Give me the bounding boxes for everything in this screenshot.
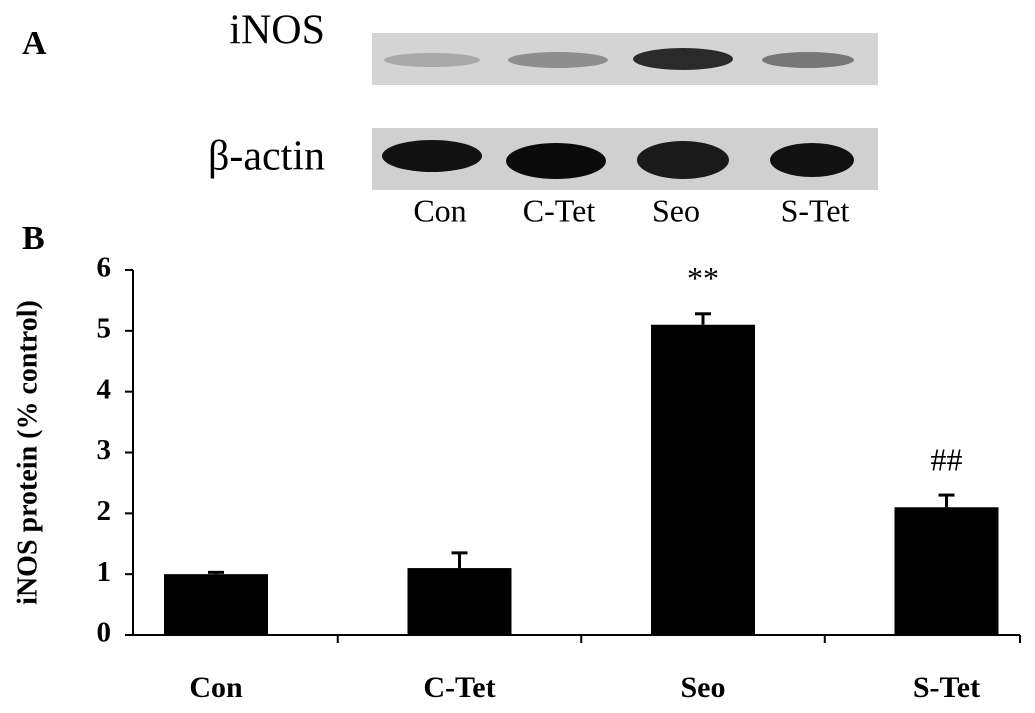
- bar: [651, 324, 755, 635]
- panel-label: B: [22, 220, 45, 257]
- x-tick-label: Seo: [681, 671, 726, 704]
- x-tick-label: Con: [189, 671, 243, 704]
- band: [637, 141, 729, 179]
- lane-label: S-Tet: [781, 192, 850, 228]
- y-axis-label: iNOS protein (% control): [12, 300, 43, 605]
- band: [508, 52, 608, 68]
- x-tick-label: C-Tet: [423, 671, 495, 704]
- y-tick-label: 5: [97, 312, 112, 344]
- y-tick-label: 4: [97, 373, 112, 405]
- bar: [164, 574, 268, 635]
- blot-inos: [372, 33, 878, 85]
- lane-label: C-Tet: [523, 192, 596, 228]
- blot-actin: [372, 128, 878, 190]
- bar: [894, 507, 999, 635]
- blot-row-label: iNOS: [229, 8, 325, 54]
- y-tick-label: 6: [97, 252, 112, 284]
- band: [506, 143, 606, 179]
- bar: [407, 568, 512, 635]
- y-tick-label: 1: [97, 556, 112, 588]
- significance-mark: **: [687, 260, 719, 296]
- band: [384, 53, 480, 67]
- y-tick-label: 0: [97, 617, 112, 649]
- y-tick-label: 3: [97, 434, 112, 466]
- x-tick-label: S-Tet: [913, 671, 980, 704]
- significance-mark: ##: [931, 441, 963, 477]
- lane-label: Seo: [652, 192, 700, 228]
- band: [633, 48, 733, 70]
- band: [762, 52, 854, 68]
- blot-row-label: β-actin: [208, 134, 325, 180]
- band: [382, 140, 482, 172]
- y-tick-label: 2: [97, 495, 112, 527]
- lane-label: Con: [413, 192, 466, 228]
- band: [770, 143, 854, 177]
- panel-label: A: [22, 25, 47, 62]
